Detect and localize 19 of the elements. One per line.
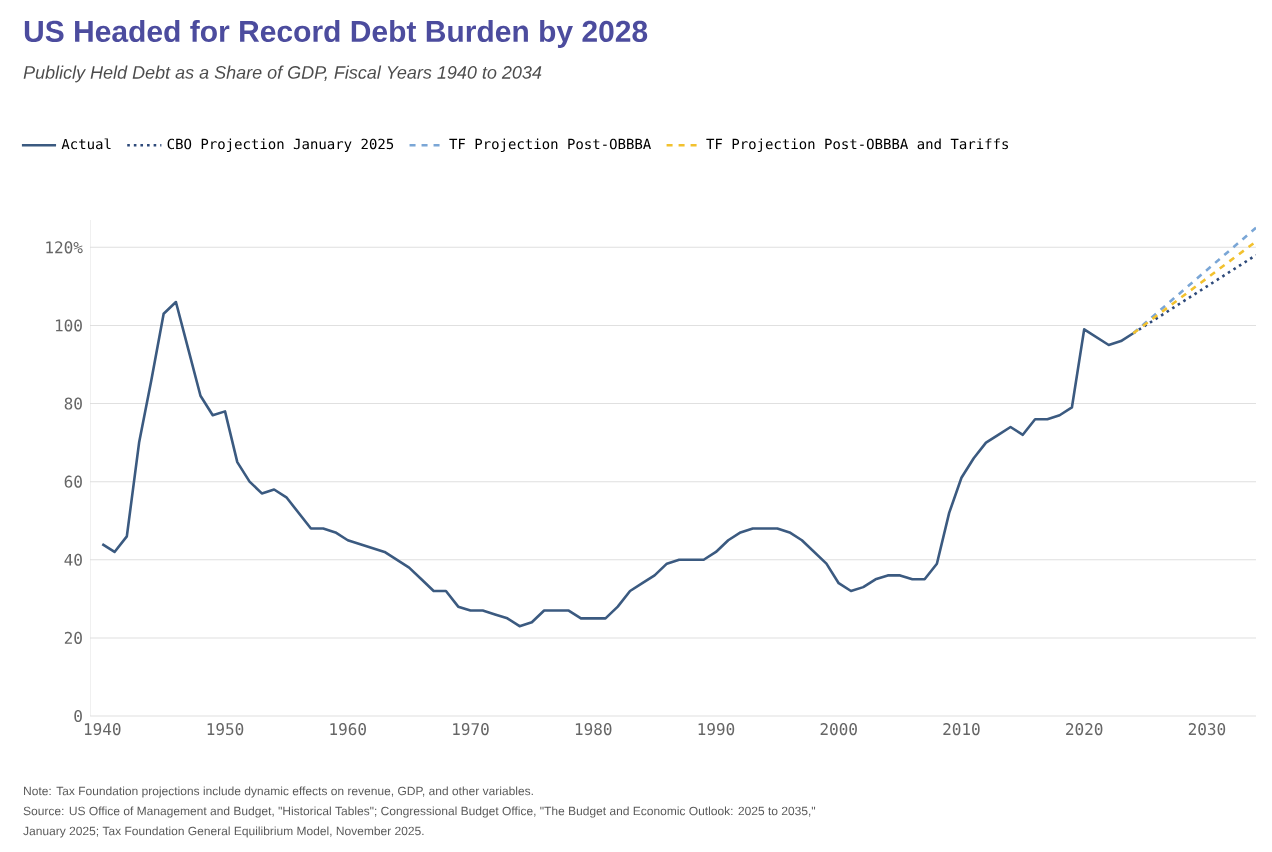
y-tick-label: 80 xyxy=(64,397,82,410)
chart-title: US Headed for Record Debt Burden by 2028 xyxy=(24,20,648,48)
y-tick-label: 120% xyxy=(46,241,83,254)
x-tick-label: 2030 xyxy=(1188,723,1226,736)
chart-subtitle: Publicly Held Debt as a Share of GDP, Fiscal Years 1940 to 2034 xyxy=(23,65,542,83)
x-tick-label: 1990 xyxy=(698,723,735,736)
x-tick-label: 1970 xyxy=(453,723,489,736)
y-tick-label: 20 xyxy=(64,631,82,644)
x-tick-label: 1980 xyxy=(575,723,612,736)
x-tick-label: 2000 xyxy=(820,723,857,736)
y-tick-label: 100 xyxy=(55,319,82,332)
y-tick-label: 0 xyxy=(74,709,82,723)
x-tick-label: 2010 xyxy=(943,723,980,736)
x-tick-label: 1960 xyxy=(330,723,366,736)
x-tick-label: 2020 xyxy=(1066,723,1103,736)
y-tick-label: 40 xyxy=(64,553,82,566)
x-tick-label: 1940 xyxy=(84,723,121,736)
x-tick-label: 1950 xyxy=(207,723,244,736)
y-tick-label: 60 xyxy=(64,475,82,488)
